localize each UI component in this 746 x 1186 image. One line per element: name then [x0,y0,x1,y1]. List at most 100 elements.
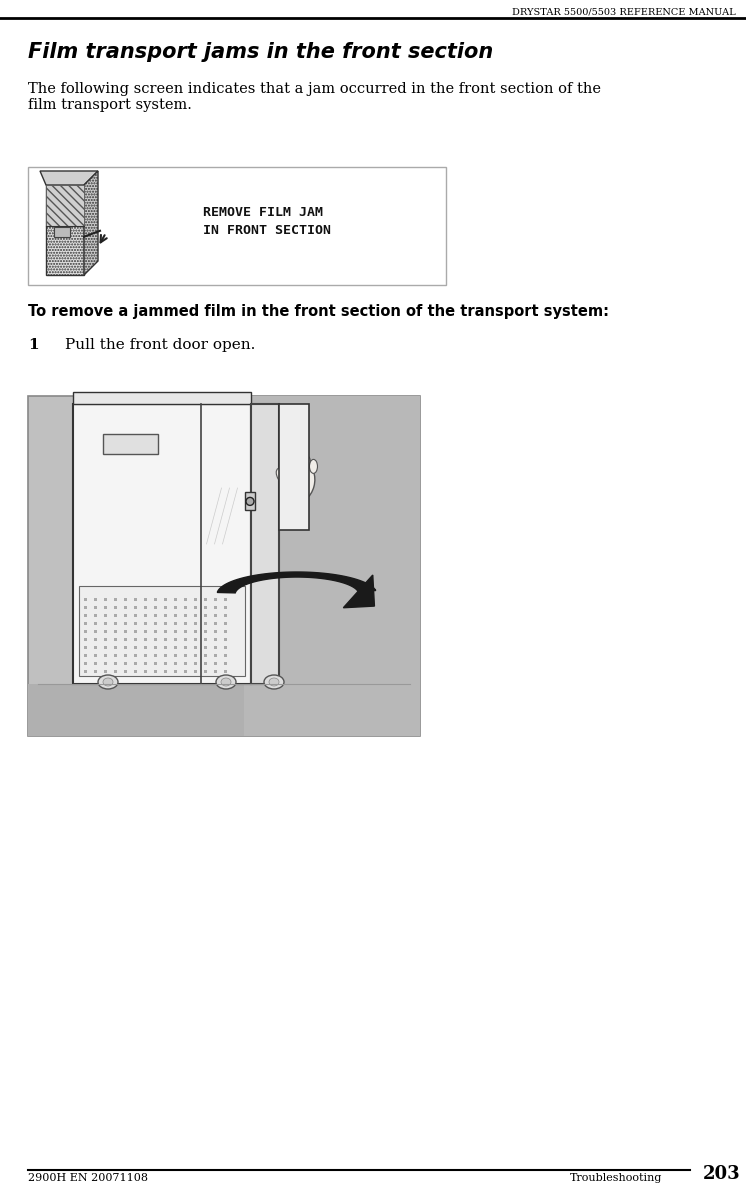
Bar [104,662,107,664]
Bar [104,670,107,672]
Bar [143,606,146,608]
Bar [84,598,87,600]
Circle shape [246,497,254,505]
Bar [73,404,251,684]
Bar [154,598,157,600]
Bar [134,606,137,608]
Bar [154,630,157,632]
Bar [93,653,96,657]
Bar [163,638,166,640]
Ellipse shape [286,455,295,470]
Bar [93,645,96,649]
Text: Film transport jams in the front section: Film transport jams in the front section [28,42,493,62]
Bar [163,653,166,657]
Bar [124,598,127,600]
Bar [134,645,137,649]
Bar [184,670,186,672]
Ellipse shape [310,459,318,473]
Text: The following screen indicates that a jam occurred in the front section of the: The following screen indicates that a ja… [28,82,601,96]
Bar [28,684,420,737]
Polygon shape [46,185,84,225]
Bar [84,670,87,672]
Bar [104,606,107,608]
Ellipse shape [216,675,236,689]
Bar [163,606,166,608]
Bar [224,621,227,625]
Text: Pull the front door open.: Pull the front door open. [65,338,255,352]
Bar [174,645,177,649]
Bar [84,653,87,657]
Bar [163,598,166,600]
Bar [213,662,216,664]
Text: 1: 1 [28,338,39,352]
Bar [204,662,207,664]
Bar [193,630,196,632]
Bar [124,630,127,632]
Bar [213,645,216,649]
Bar [184,653,186,657]
Bar [113,670,116,672]
Bar [154,606,157,608]
Bar [134,638,137,640]
Bar [104,638,107,640]
Bar [84,613,87,617]
Bar [143,621,146,625]
Bar [193,638,196,640]
Bar [143,662,146,664]
Bar [213,606,216,608]
Bar [184,606,186,608]
Bar [184,598,186,600]
Bar [174,670,177,672]
Bar [193,653,196,657]
Bar [184,662,186,664]
Bar [184,638,186,640]
Text: To remove a jammed film in the front section of the transport system:: To remove a jammed film in the front sec… [28,304,609,319]
Bar [124,638,127,640]
Bar [184,613,186,617]
Bar [224,662,227,664]
Bar [174,606,177,608]
Bar [104,653,107,657]
Bar [154,670,157,672]
Bar [113,613,116,617]
Bar [204,606,207,608]
Text: film transport system.: film transport system. [28,98,192,111]
Bar [113,606,116,608]
Bar [174,662,177,664]
Text: DRYSTAR 5500/5503 REFERENCE MANUAL: DRYSTAR 5500/5503 REFERENCE MANUAL [513,7,736,17]
Bar [224,638,227,640]
Polygon shape [40,171,98,185]
Ellipse shape [276,468,289,485]
Bar [104,645,107,649]
Bar [143,645,146,649]
Polygon shape [217,572,376,593]
Bar [184,621,186,625]
Text: Troubleshooting: Troubleshooting [570,1173,662,1182]
Bar [213,638,216,640]
Bar [163,630,166,632]
Bar [124,662,127,664]
Bar [193,662,196,664]
Ellipse shape [98,675,118,689]
Bar [134,621,137,625]
Ellipse shape [302,455,310,470]
Bar [154,621,157,625]
Bar [245,492,255,510]
Bar [134,653,137,657]
Bar [113,662,116,664]
Bar [193,613,196,617]
Bar [124,670,127,672]
Bar [134,598,137,600]
Bar [143,653,146,657]
Bar [213,630,216,632]
Ellipse shape [264,675,284,689]
Bar [213,621,216,625]
Bar [73,393,251,404]
Bar [174,630,177,632]
Bar [113,645,116,649]
Bar [113,621,116,625]
Bar [154,613,157,617]
Ellipse shape [269,678,279,686]
Bar [193,598,196,600]
Bar [174,613,177,617]
